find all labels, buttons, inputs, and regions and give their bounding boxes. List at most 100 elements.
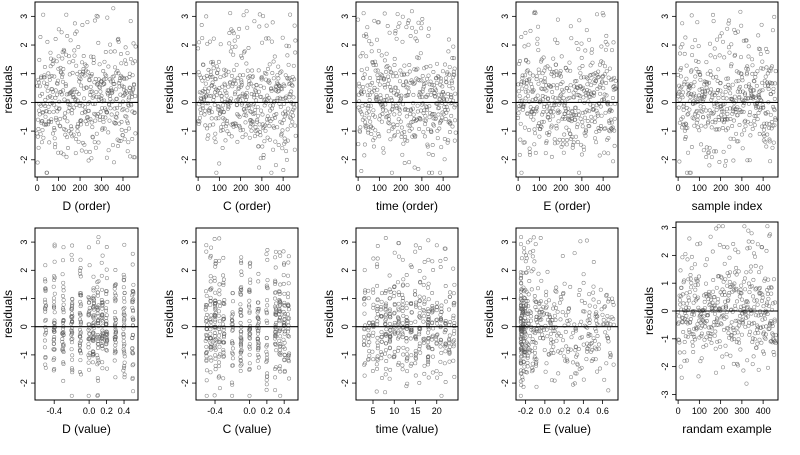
data-point xyxy=(228,11,233,16)
data-point xyxy=(447,333,452,338)
data-point xyxy=(200,36,205,41)
data-point xyxy=(230,351,235,356)
data-point xyxy=(288,92,293,97)
data-point xyxy=(769,92,773,97)
data-point xyxy=(549,123,554,128)
data-point xyxy=(743,118,748,123)
data-point xyxy=(708,69,713,74)
data-point xyxy=(554,72,559,77)
data-point xyxy=(612,116,617,121)
data-point xyxy=(765,224,770,229)
data-point xyxy=(741,317,746,322)
y-tick-label: 0 xyxy=(180,324,190,329)
data-point xyxy=(429,88,434,92)
data-point xyxy=(450,124,455,129)
data-point xyxy=(131,362,136,367)
data-point xyxy=(533,150,538,155)
data-point xyxy=(282,261,286,266)
data-point xyxy=(421,340,426,345)
data-point xyxy=(731,326,735,331)
data-point xyxy=(533,131,538,136)
data-point xyxy=(123,45,128,50)
data-point xyxy=(426,355,430,360)
data-point xyxy=(533,305,538,310)
data-point xyxy=(35,131,40,136)
data-point xyxy=(61,258,65,263)
data-point xyxy=(709,87,714,92)
data-point xyxy=(42,73,47,78)
data-point xyxy=(96,303,101,308)
data-point xyxy=(568,68,573,73)
data-point xyxy=(112,49,117,54)
data-point xyxy=(221,317,226,322)
data-point xyxy=(397,111,402,116)
x-tick-label: 0 xyxy=(35,183,40,193)
data-point xyxy=(133,44,138,49)
data-point xyxy=(430,320,435,325)
data-point xyxy=(96,346,100,350)
data-point xyxy=(383,289,388,293)
data-point xyxy=(91,301,96,306)
data-point xyxy=(563,329,568,334)
data-point xyxy=(43,277,47,282)
data-point xyxy=(716,67,721,72)
data-point xyxy=(415,109,420,114)
data-point xyxy=(76,45,81,49)
data-point xyxy=(683,334,688,339)
data-point xyxy=(375,264,379,269)
data-point xyxy=(517,94,522,99)
data-point xyxy=(244,61,249,66)
data-point xyxy=(273,307,278,312)
data-point xyxy=(369,42,374,47)
data-point xyxy=(370,349,375,354)
data-point xyxy=(365,106,370,111)
data-point xyxy=(416,56,421,61)
data-point xyxy=(104,347,109,352)
data-point xyxy=(51,284,56,289)
data-point xyxy=(730,124,735,128)
x-tick-label: 300 xyxy=(414,183,429,193)
data-point xyxy=(69,124,73,129)
data-point xyxy=(278,352,283,357)
data-point xyxy=(713,117,718,122)
data-point xyxy=(229,73,234,78)
data-point xyxy=(97,62,102,67)
data-point xyxy=(395,12,400,17)
data-point xyxy=(677,97,682,102)
data-point xyxy=(113,329,118,334)
data-point xyxy=(697,128,702,133)
data-point xyxy=(426,330,430,335)
data-point xyxy=(77,268,82,273)
data-point xyxy=(559,99,564,104)
data-point xyxy=(600,312,605,317)
data-point xyxy=(722,120,726,125)
data-point xyxy=(213,337,218,342)
data-point xyxy=(696,305,701,310)
data-point xyxy=(374,389,379,394)
data-point xyxy=(729,97,734,102)
data-point xyxy=(451,342,456,347)
data-point xyxy=(443,319,448,323)
data-point xyxy=(519,348,524,353)
data-point xyxy=(409,329,413,334)
data-point xyxy=(611,40,616,45)
data-point xyxy=(122,275,127,280)
data-point xyxy=(740,146,745,151)
data-point xyxy=(523,259,528,264)
data-point xyxy=(592,91,597,96)
data-point xyxy=(695,20,700,25)
data-point xyxy=(434,369,439,374)
data-point xyxy=(208,331,213,336)
data-point xyxy=(279,87,284,92)
data-point xyxy=(760,88,765,93)
data-point xyxy=(70,368,75,373)
data-point xyxy=(410,106,415,111)
data-point xyxy=(43,307,48,312)
data-point xyxy=(255,119,259,124)
data-point xyxy=(282,323,287,328)
plot-frame xyxy=(34,227,139,401)
data-point xyxy=(712,303,717,308)
x-tick-label: 0.6 xyxy=(596,406,609,416)
data-point xyxy=(78,320,83,325)
data-point xyxy=(682,350,687,355)
